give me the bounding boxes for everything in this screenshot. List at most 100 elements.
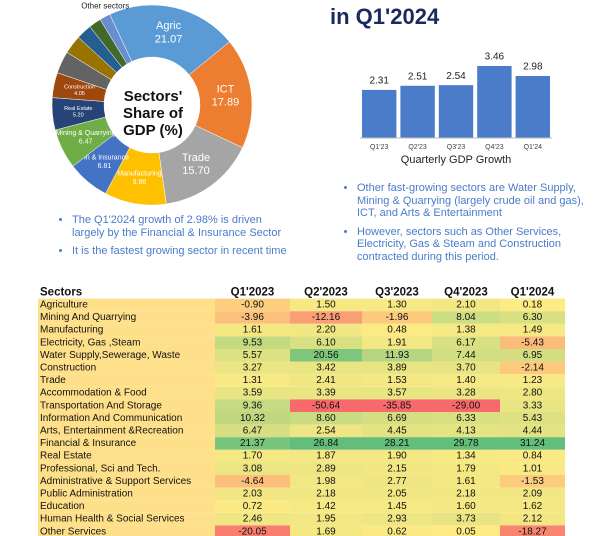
table-cell: 3.70 [456,363,476,374]
table-cell: 1.79 [456,463,476,474]
table-cell: 1.45 [387,501,407,512]
table-cell-bg [215,424,290,438]
table-cell: -18.27 [518,526,547,536]
table-cell-bg [362,386,432,400]
slice-label: Other sectors [81,1,129,10]
bar-value: 2.54 [446,71,466,82]
x-tick-label: Q1'24 [524,144,543,151]
table-cell-bg [215,525,290,536]
x-tick-label: Q2'23 [408,144,427,151]
donut-slice [99,14,133,65]
bar-value: 2.98 [523,62,543,73]
table-cell-bg [290,298,362,312]
table-cell: 3.42 [316,363,336,374]
table-cell: 3.57 [387,388,407,399]
slice-label: Mining & Quarrying [56,130,116,137]
table-cell-bg [215,361,290,375]
table-cell: 1.49 [523,325,543,336]
table-cell: -12.16 [312,312,341,323]
table-cell-bg [290,386,362,400]
table-cell-bg [432,298,500,312]
table-cell-bg [500,349,565,362]
slice-value: 15.70 [182,165,210,177]
table-cell: -35.85 [383,400,412,411]
table-cell-bg [290,336,362,349]
table-cell-bg [362,500,432,513]
table-cell: -5.43 [521,337,544,348]
table-cell-bg [500,424,565,438]
table-cell: 3.89 [387,363,407,374]
bar [438,85,474,138]
table-cell-bg [215,500,290,513]
table-cell: 9.53 [243,337,263,348]
table-cell: Arts, Entertainment &Recreation [40,426,183,437]
table-cell-bg [362,298,432,312]
table-cell: 2.18 [456,489,476,500]
table-cell-bg [38,437,215,450]
table-cell: Agriculture [40,300,88,311]
table-cell-bg [500,525,565,536]
table-cell: 31.24 [520,438,545,449]
table-cell: 28.21 [384,438,409,449]
table-cell: 4.13 [456,426,476,437]
table-cell-bg [215,487,290,501]
table-cell: 3.39 [316,388,336,399]
table-cell-bg [432,475,500,488]
table-cell-bg [290,399,362,412]
table-cell: 1.60 [456,501,476,512]
table-cell-bg [500,374,565,387]
table-cell-bg [215,311,290,324]
table-cell-bg [362,323,432,337]
x-tick-label: Q3'23 [447,144,466,151]
table-cell-bg [215,336,290,349]
table-cell: Accommodation & Food [40,388,147,399]
table-cell: 0.18 [523,300,543,311]
table-cell-bg [432,525,500,536]
table-cell-bg [500,298,565,312]
table-cell: 6.47 [243,426,263,437]
table-cell: Human Health & Social Services [40,514,185,525]
table-cell-bg [38,525,215,536]
table-cell: -20.05 [238,526,267,536]
table-cell: 9.36 [243,400,263,411]
table-cell-bg [38,311,215,324]
table-cell: 3.08 [243,463,263,474]
table-cell-bg [290,412,362,425]
bar [400,85,435,138]
table-cell: 1.87 [316,451,336,462]
table-cell-bg [362,336,432,349]
table-cell-bg [290,500,362,513]
table-header: Q3'2023 [375,286,419,298]
table-cell: Information And Communication [40,413,182,424]
table-cell-bg [215,374,290,387]
bullets-right: Other fast-growing sectors are Water Sup… [345,182,587,269]
table-cell: 4.44 [523,426,543,437]
table-cell: 2.15 [387,463,407,474]
table-cell-bg [500,311,565,324]
table-cell-bg [38,475,215,488]
table-cell-bg [38,399,215,412]
bullets-left: The Q1'2024 growth of 2.98% is driven la… [60,214,294,264]
table-cell: 5.57 [243,350,263,361]
table-cell-bg [432,512,500,526]
table-cell: 6.33 [456,413,476,424]
bar-value: 2.31 [369,76,389,87]
table-cell-bg [500,487,565,501]
slice-value: 17.89 [212,97,240,109]
table-cell: 2.03 [243,489,263,500]
table-cell-bg [38,386,215,400]
table-cell: 3.28 [456,388,476,399]
table-cell: 1.38 [456,325,476,336]
table-cell-bg [500,361,565,375]
table-cell-bg [500,437,565,450]
table-cell-bg [290,449,362,463]
table-cell-bg [362,374,432,387]
table-cell: 4.45 [387,426,407,437]
table-cell: 1.91 [387,337,407,348]
table-cell-bg [215,412,290,425]
table-cell-bg [362,424,432,438]
table-cell: 1.30 [387,300,407,311]
table-cell-bg [362,361,432,375]
